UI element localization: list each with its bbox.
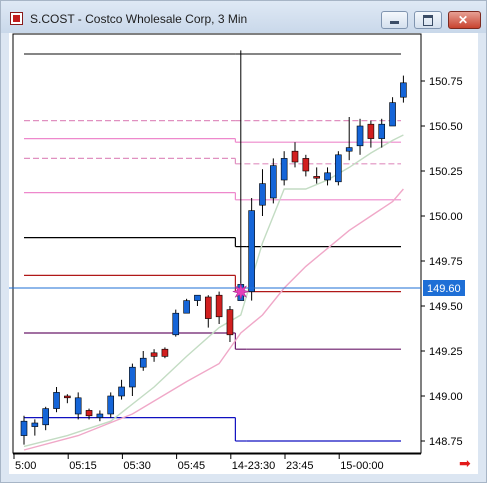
candle-body	[400, 82, 407, 98]
candle-body	[107, 395, 115, 415]
last-price-badge	[423, 280, 465, 296]
plot-frame	[12, 33, 422, 454]
chart-area[interactable]: 149.60 150.75 150.50 150.25 150.00 149.75 149.…	[9, 33, 478, 474]
x-tick-label: 05:45	[178, 460, 206, 472]
candle-body	[64, 395, 71, 399]
candle-body	[96, 413, 104, 418]
candle-body	[389, 102, 396, 127]
candle-body	[335, 154, 342, 183]
minimize-button[interactable]	[381, 11, 408, 29]
y-tick-label: 149.50	[429, 301, 463, 313]
scroll-right-arrow-icon[interactable]: ➡	[459, 455, 471, 471]
candle-body	[378, 123, 386, 139]
y-tick-label: 150.75	[429, 76, 463, 88]
candle-body	[204, 296, 212, 319]
candle-body	[215, 294, 223, 318]
candle-body	[270, 165, 277, 199]
last-price-label: 149.60	[427, 283, 461, 295]
x-tick-label: 5:00	[15, 460, 36, 472]
y-tick-label: 150.50	[429, 121, 463, 133]
y-tick-label: 149.25	[429, 346, 463, 358]
x-tick-label: 05:30	[123, 460, 151, 472]
candle-body	[129, 366, 136, 388]
candle-body	[194, 294, 201, 301]
candle-body	[53, 392, 60, 409]
candle-body	[226, 309, 234, 336]
candle-body	[85, 410, 93, 417]
candle-body	[183, 300, 190, 314]
y-tick-label: 149.75	[429, 256, 463, 268]
x-tick-label: 15-00:00	[340, 460, 383, 472]
candle-body	[74, 397, 82, 415]
candle-body	[139, 357, 147, 368]
candle-body	[31, 422, 39, 427]
candle-body	[313, 176, 320, 179]
candle-body	[356, 125, 364, 147]
maximize-icon	[423, 15, 433, 26]
moving-average-0	[23, 134, 404, 448]
candle-body	[20, 420, 28, 436]
candle-body	[118, 386, 125, 397]
candle-body	[291, 150, 299, 163]
candle-body	[150, 352, 158, 357]
candle-body	[345, 147, 353, 152]
signal-marker	[231, 282, 250, 301]
candle-body	[324, 172, 331, 181]
x-tick-label: 14-23:30	[232, 460, 275, 472]
candle-body	[259, 183, 266, 206]
candle-body	[161, 348, 169, 357]
candle-body	[172, 312, 180, 336]
candle-body	[248, 210, 255, 292]
y-tick-label: 150.25	[429, 166, 463, 178]
price-chart[interactable]: 149.60 150.75 150.50 150.25 150.00 149.75 149.…	[9, 33, 478, 474]
moving-average-1	[23, 188, 404, 451]
app-icon	[10, 12, 23, 25]
x-tick-label: 23:45	[286, 460, 314, 472]
title-bar[interactable]: S.COST - Costco Wholesale Corp, 3 Min ✕	[1, 1, 486, 33]
y-tick-label: 149.00	[429, 391, 463, 403]
candle-body	[42, 408, 49, 426]
maximize-button[interactable]	[414, 11, 442, 29]
y-tick-label: 148.75	[429, 436, 463, 448]
x-tick-label: 05:15	[69, 460, 97, 472]
candle-body	[367, 123, 375, 139]
close-icon: ✕	[458, 13, 469, 27]
window-title: S.COST - Costco Wholesale Corp, 3 Min	[30, 12, 248, 26]
minimize-icon	[390, 21, 399, 24]
y-tick-label: 150.00	[429, 211, 463, 223]
candle-body	[280, 158, 288, 181]
candle-body	[302, 158, 310, 172]
close-button[interactable]: ✕	[448, 11, 481, 29]
